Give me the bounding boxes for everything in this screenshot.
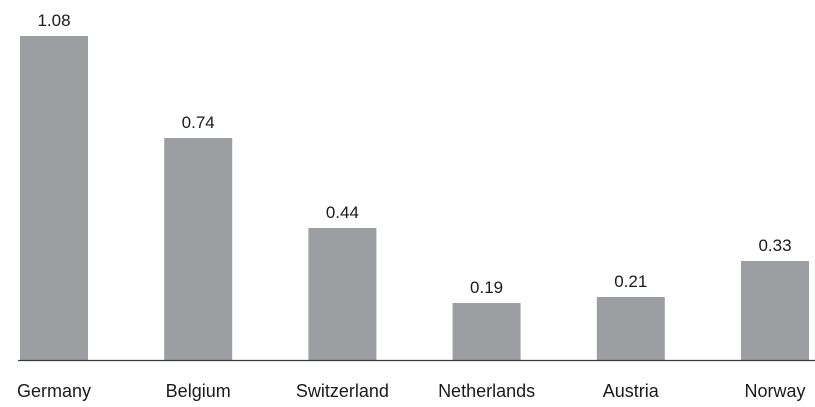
bar-netherlands — [452, 303, 521, 360]
bar-austria — [596, 297, 665, 360]
bar-switzerland — [308, 228, 377, 360]
value-label-austria: 0.21 — [614, 272, 647, 291]
value-label-germany: 1.08 — [37, 11, 70, 30]
category-label-norway: Norway — [744, 381, 805, 401]
bars-group — [20, 36, 809, 360]
category-labels-group: Germany Belgium Switzerland Netherlands Aust… — [17, 381, 806, 401]
bar-germany — [20, 36, 88, 360]
category-label-switzerland: Switzerland — [296, 381, 389, 401]
category-label-netherlands: Netherlands — [438, 381, 535, 401]
value-label-netherlands: 0.19 — [470, 278, 503, 297]
value-labels-group: 1.08 0.74 0.44 0.19 0.21 0.33 — [37, 11, 791, 297]
value-label-switzerland: 0.44 — [326, 203, 359, 222]
category-label-germany: Germany — [17, 381, 91, 401]
value-label-belgium: 0.74 — [182, 113, 215, 132]
category-label-austria: Austria — [603, 381, 660, 401]
value-label-norway: 0.33 — [758, 236, 791, 255]
bar-belgium — [164, 138, 233, 360]
category-label-belgium: Belgium — [166, 381, 231, 401]
bar-norway — [741, 261, 809, 360]
